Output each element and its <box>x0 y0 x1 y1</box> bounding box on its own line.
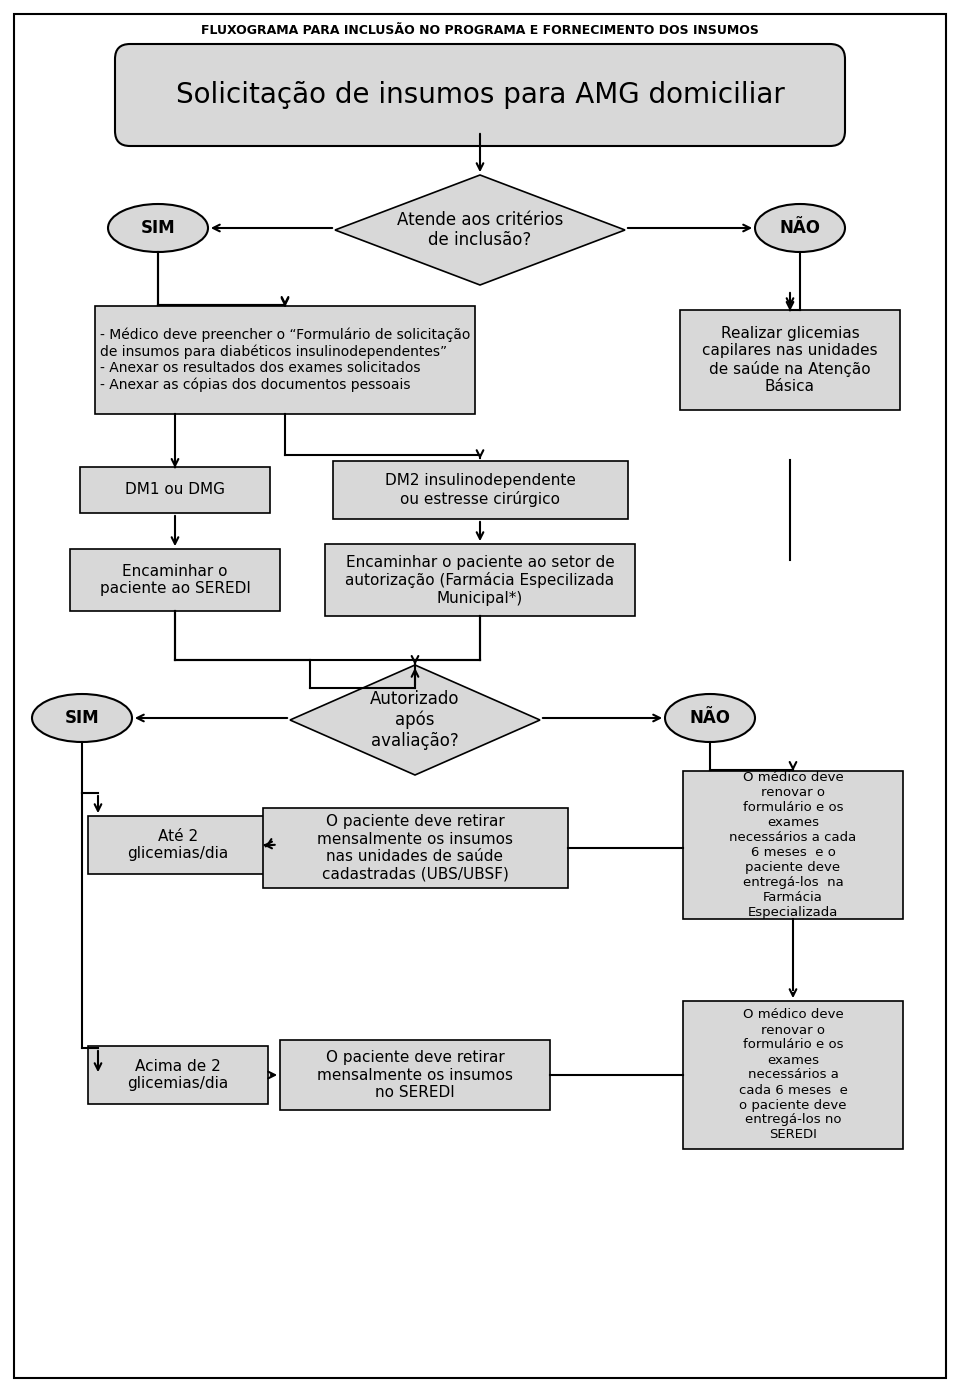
Bar <box>262 807 567 888</box>
Text: Atende aos critérios
de inclusão?: Atende aos critérios de inclusão? <box>396 210 564 249</box>
Text: O médico deve
renovar o
formulário e os
exames
necessários a
cada 6 meses  e
o p: O médico deve renovar o formulário e os … <box>738 1008 848 1141</box>
Bar <box>88 816 268 874</box>
Text: DM1 ou DMG: DM1 ou DMG <box>125 483 225 497</box>
FancyBboxPatch shape <box>115 45 845 146</box>
Ellipse shape <box>32 695 132 742</box>
Polygon shape <box>335 175 625 285</box>
Text: Solicitação de insumos para AMG domiciliar: Solicitação de insumos para AMG domicili… <box>176 81 784 109</box>
Text: DM2 insulinodependente
ou estresse cirúrgico: DM2 insulinodependente ou estresse cirúr… <box>385 473 575 507</box>
Text: FLUXOGRAMA PARA INCLUSÃO NO PROGRAMA E FORNECIMENTO DOS INSUMOS: FLUXOGRAMA PARA INCLUSÃO NO PROGRAMA E F… <box>201 24 759 36</box>
Text: O médico deve
renovar o
formulário e os
exames
necessários a cada
6 meses  e o
p: O médico deve renovar o formulário e os … <box>730 771 856 919</box>
Polygon shape <box>290 665 540 775</box>
Text: Realizar glicemias
capilares nas unidades
de saúde na Atenção
Básica: Realizar glicemias capilares nas unidade… <box>702 326 877 394</box>
Bar <box>280 1040 550 1109</box>
Bar <box>80 466 270 514</box>
Ellipse shape <box>665 695 755 742</box>
Text: - Médico deve preencher o “Formulário de solicitação
de insumos para diabéticos : - Médico deve preencher o “Formulário de… <box>100 329 470 393</box>
Text: Até 2
glicemias/dia: Até 2 glicemias/dia <box>128 828 228 862</box>
Ellipse shape <box>755 205 845 252</box>
Text: O paciente deve retirar
mensalmente os insumos
nas unidades de saúde
cadastradas: O paciente deve retirar mensalmente os i… <box>317 814 513 881</box>
Text: Encaminhar o
paciente ao SEREDI: Encaminhar o paciente ao SEREDI <box>100 564 251 596</box>
Bar <box>332 461 628 519</box>
Bar <box>683 1001 903 1148</box>
Ellipse shape <box>108 205 208 252</box>
Text: Autorizado
após
avaliação?: Autorizado após avaliação? <box>371 690 460 750</box>
Bar <box>683 771 903 919</box>
Text: Encaminhar o paciente ao setor de
autorização (Farmácia Especilizada
Municipal*): Encaminhar o paciente ao setor de autori… <box>346 554 614 606</box>
Bar <box>680 310 900 411</box>
Text: Acima de 2
glicemias/dia: Acima de 2 glicemias/dia <box>128 1059 228 1091</box>
Text: SIM: SIM <box>141 219 176 237</box>
Bar <box>325 544 635 617</box>
Text: SIM: SIM <box>64 709 99 727</box>
Bar <box>88 1045 268 1104</box>
Bar <box>95 306 475 413</box>
Text: NÃO: NÃO <box>689 709 731 727</box>
Text: O paciente deve retirar
mensalmente os insumos
no SEREDI: O paciente deve retirar mensalmente os i… <box>317 1050 513 1100</box>
Text: NÃO: NÃO <box>780 219 821 237</box>
Bar <box>70 548 280 611</box>
